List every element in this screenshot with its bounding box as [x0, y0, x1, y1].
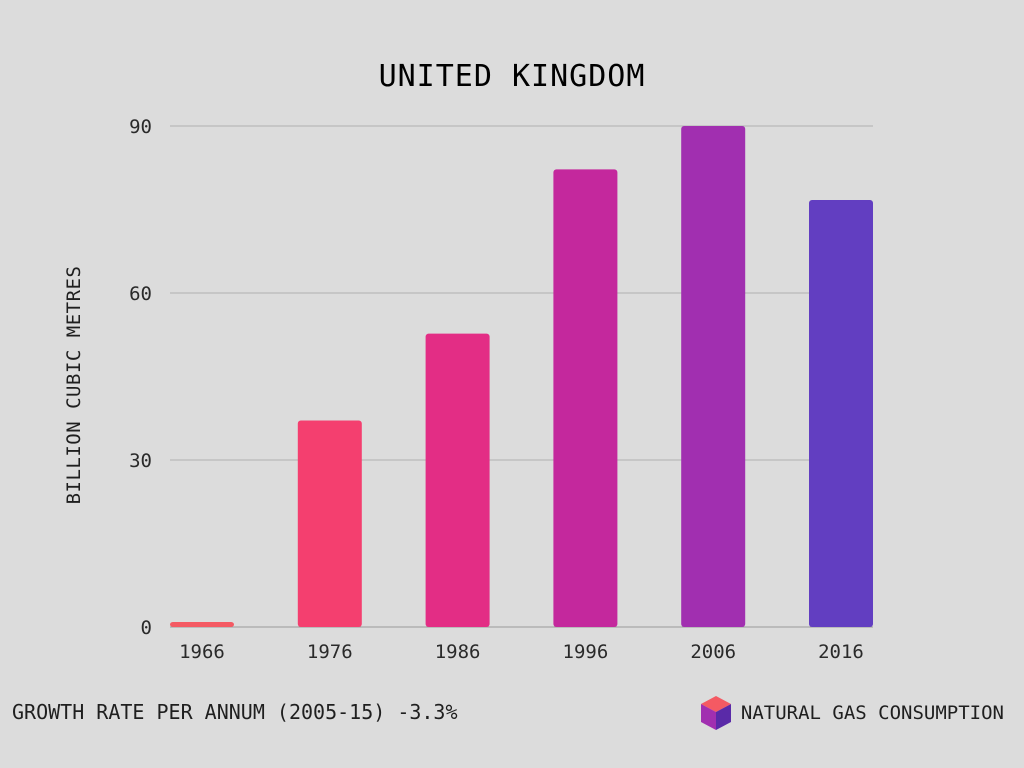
y-tick-label: 0: [141, 617, 152, 639]
y-tick-label: 60: [129, 283, 152, 305]
x-tick-label: 2006: [690, 641, 736, 663]
x-tick-label: 1966: [179, 641, 225, 663]
bar-1996: [553, 169, 618, 628]
x-tick-label: 1996: [563, 641, 609, 663]
bar-2016: [809, 200, 873, 627]
bar-1976: [297, 420, 362, 627]
chart-title: UNITED KINGDOM: [379, 59, 646, 94]
cube-icon: [700, 696, 731, 730]
growth-rate-text: GROWTH RATE PER ANNUM (2005-15) -3.3%: [12, 700, 458, 724]
x-tick-label: 2016: [818, 641, 864, 663]
x-tick-label: 1986: [435, 641, 481, 663]
bar-1986: [425, 333, 490, 627]
bar-1966: [170, 621, 234, 627]
bars: [170, 126, 873, 628]
y-tick-label: 90: [129, 116, 152, 138]
bar-2006: [681, 126, 746, 627]
x-tick-label: 1976: [307, 641, 353, 663]
x-tick-labels: 1966 1976 1986 1996 2006 2016: [179, 641, 864, 663]
legend-label: NATURAL GAS CONSUMPTION: [740, 702, 1004, 724]
legend: NATURAL GAS CONSUMPTION: [699, 694, 1004, 732]
grid-lines: 0 30 60 90: [129, 116, 873, 639]
y-tick-label: 30: [129, 450, 152, 472]
y-axis-label: BILLION CUBIC METRES: [63, 266, 85, 505]
